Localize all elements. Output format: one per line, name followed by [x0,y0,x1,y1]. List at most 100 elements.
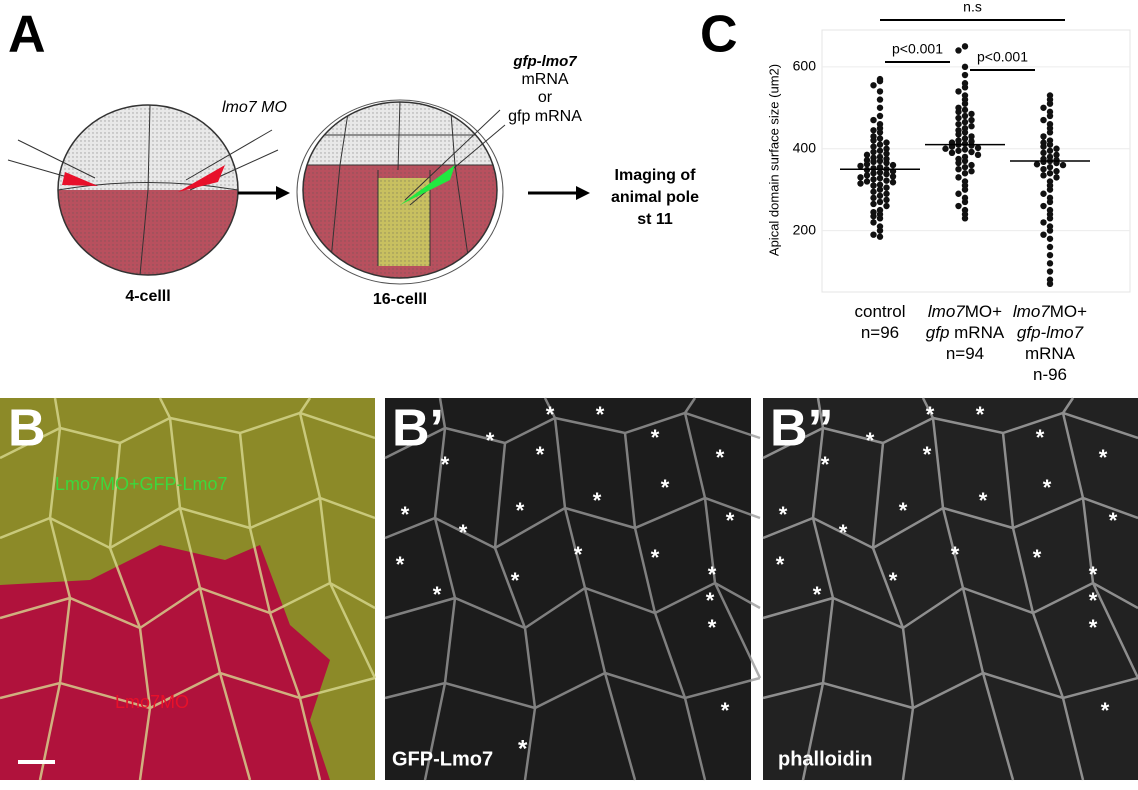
label-part: gfp-lmo7 [1017,323,1084,342]
data-point [1040,231,1047,238]
data-point [1046,112,1054,120]
data-point [961,43,969,50]
data-point [870,231,877,238]
data-point [955,88,962,95]
data-point [961,63,969,71]
data-point [870,82,877,89]
data-point [876,88,884,95]
asterisk: * [779,502,788,527]
data-point [955,159,962,167]
panel-label: B” [770,400,834,458]
asterisk: * [1089,588,1098,613]
comparison-label: p<0.001 [977,49,1028,65]
data-point [961,215,969,222]
data-point [955,147,962,154]
data-point [870,213,877,220]
asterisk: * [721,698,730,723]
data-point [870,165,877,172]
injection-label: gfp mRNA [508,108,582,125]
outcome-label: animal pole [611,189,699,206]
data-point [876,186,884,193]
data-point [1040,133,1047,140]
asterisk: * [401,502,410,527]
comparison-label: p<0.001 [892,41,943,57]
data-point [863,178,871,185]
injection-label: gfp-lmo7 [512,53,577,70]
data-point [870,188,877,195]
label-part: MO+ [1050,302,1087,321]
data-point [883,150,890,157]
data-point [863,151,871,159]
data-point [1046,129,1054,136]
panel-label: B [8,400,46,458]
asterisk: * [486,428,495,453]
data-point [883,184,890,191]
x-tick-label: gfp-lmo7 [1017,323,1084,342]
asterisk: * [1089,562,1098,587]
data-point [870,170,877,177]
data-point [1046,243,1054,251]
data-point [968,148,975,156]
region-label: Lmo7MO+GFP-Lmo7 [55,474,228,494]
injection-label: lmo7 MO [222,99,287,116]
data-point [1046,198,1054,206]
data-point [961,112,969,120]
asterisk: * [1109,508,1118,533]
x-tick-label: n=94 [946,344,984,363]
data-point [889,173,897,180]
data-point [961,170,969,177]
data-point [961,106,969,114]
label-part: MO+ [965,302,1002,321]
data-point [1040,202,1047,210]
data-point [863,172,871,179]
data-point [857,174,864,181]
x-tick-label: n-96 [1033,365,1067,384]
y-axis-label: Apical domain surface size (um2) [766,64,781,256]
y-tick-label: 400 [793,139,817,155]
data-point [876,215,884,222]
asterisk: * [866,428,875,453]
data-point [968,168,975,175]
data-point [961,198,969,206]
data-point [955,114,962,122]
data-point [955,202,962,210]
data-point [1046,147,1054,154]
asterisk: * [926,402,935,427]
data-point [1040,172,1047,179]
data-point [1040,165,1047,173]
injection-label: mRNA [521,71,568,88]
asterisk: * [459,520,468,545]
data-point [968,133,975,140]
asterisk: * [516,498,525,523]
data-point [1046,170,1054,177]
data-point [876,77,884,85]
data-point [876,141,884,148]
asterisk: * [441,452,450,477]
data-point [961,129,969,136]
asterisk: * [1101,698,1110,723]
data-point [961,140,969,148]
data-point [961,163,969,171]
data-point [876,169,884,176]
data-point [961,186,969,193]
data-point [876,192,884,199]
asterisk: * [899,498,908,523]
data-point [1046,260,1054,267]
data-point [883,177,890,184]
data-point [876,135,884,142]
data-point [876,112,884,120]
asterisk: * [596,402,605,427]
data-point [955,108,962,116]
x-tick-label: control [854,302,905,321]
asterisk: * [1099,445,1108,470]
data-point [955,165,962,173]
channel-label: GFP-Lmo7 [392,748,493,770]
data-point [1053,168,1060,175]
stage-label: 16-celll [373,291,427,308]
data-point [1040,219,1047,226]
panel-label: C [700,6,738,64]
data-point [870,148,877,156]
data-point [1059,161,1067,169]
data-point [883,170,890,178]
